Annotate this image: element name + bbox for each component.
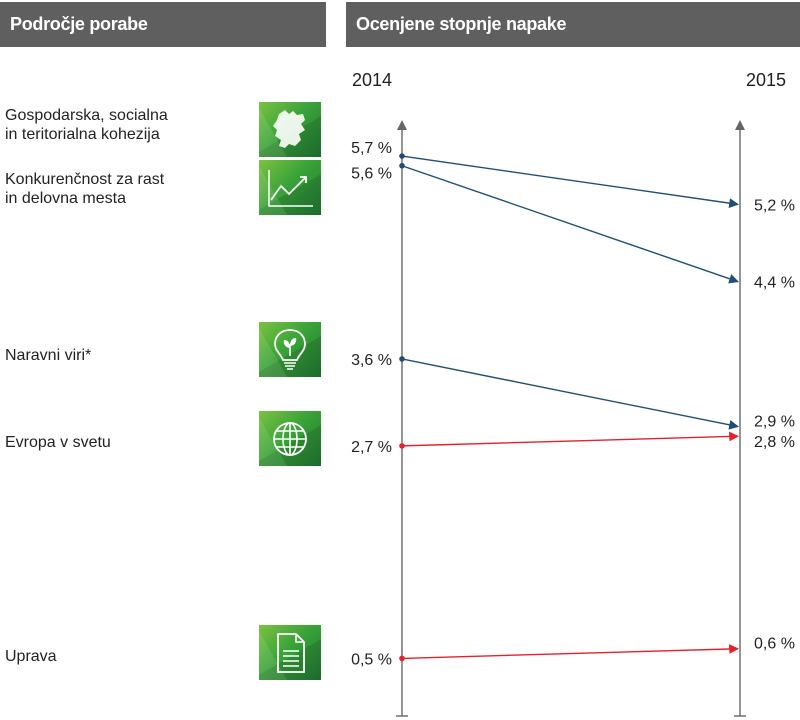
value-label-2014: 2,7 % <box>351 439 392 456</box>
area-label-line: Gospodarska, socialna <box>5 107 168 124</box>
area-label-line: Naravni viri* <box>5 347 92 364</box>
value-label-2015: 4,4 % <box>754 275 795 292</box>
series-4: 0,5 % 0,6 % <box>351 636 795 669</box>
value-label-2015: 0,6 % <box>754 636 795 653</box>
value-label-2014: 5,6 % <box>351 166 392 183</box>
series-line <box>401 644 739 660</box>
growth-chart-icon <box>259 160 321 215</box>
lightbulb-plant-icon <box>259 322 321 377</box>
value-label-2014: 3,6 % <box>351 352 392 369</box>
area-label-global-europe: Evropa v svetu <box>5 433 245 452</box>
document-icon <box>259 625 321 680</box>
error-rate-column-header: Ocenjene stopnje napake <box>346 2 800 47</box>
start-point <box>399 162 405 169</box>
eu-map-icon <box>259 102 321 157</box>
series-line <box>401 358 739 430</box>
start-point <box>399 655 405 662</box>
year-label-2015: 2015 <box>746 70 787 90</box>
axis-2015 <box>734 120 746 717</box>
series-layer: 5,7 % 5,2 % 5,6 % 4,4 % 3,6 % 2,9 % 2,7 % 2,8 %… <box>351 140 795 668</box>
area-label-natural-resources: Naravni viri* <box>5 346 245 365</box>
area-label-line: Evropa v svetu <box>5 434 111 451</box>
value-label-2014: 5,7 % <box>351 140 392 157</box>
start-point <box>399 153 405 159</box>
area-column-header: Področje porabe <box>0 2 326 47</box>
value-label-2015: 2,9 % <box>754 414 795 431</box>
area-label-administration: Uprava <box>5 647 245 666</box>
axis-2014 <box>396 120 408 717</box>
series-line <box>401 165 739 284</box>
value-label-2015: 5,2 % <box>754 197 795 214</box>
series-3: 2,7 % 2,8 % <box>351 431 795 456</box>
area-label-line: in delovna mesta <box>5 190 126 207</box>
globe-icon <box>259 411 321 466</box>
area-label-competitiveness: Konkurenčnost za rast in delovna mesta <box>5 170 245 208</box>
area-label-line: Konkurenčnost za rast <box>5 171 165 188</box>
series-2: 3,6 % 2,9 % <box>351 352 795 431</box>
value-label-2015: 2,8 % <box>754 434 795 451</box>
series-1: 5,6 % 4,4 % <box>351 162 795 292</box>
start-point <box>399 356 405 362</box>
start-point <box>399 443 405 449</box>
area-label-line: Uprava <box>5 648 57 665</box>
area-label-cohesion: Gospodarska, socialna in teritorialna ko… <box>5 106 245 144</box>
area-label-line: in teritorialna kohezija <box>5 126 160 143</box>
series-line <box>401 431 739 447</box>
value-label-2014: 0,5 % <box>351 651 392 668</box>
series-0: 5,7 % 5,2 % <box>351 140 795 214</box>
year-label-2014: 2014 <box>352 70 393 90</box>
series-line <box>401 155 739 208</box>
